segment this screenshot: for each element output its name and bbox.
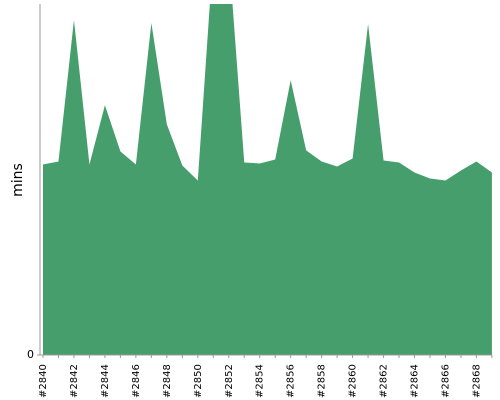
x-tick-label: #2842 [69, 364, 80, 398]
x-tick-label: #2844 [100, 364, 111, 398]
x-tick-label: #2868 [471, 364, 482, 398]
x-tick-label: #2866 [440, 364, 451, 398]
y-axis-label: mins [10, 163, 26, 197]
x-tick-label: #2846 [131, 364, 142, 398]
x-tick-label: #2864 [410, 364, 421, 398]
x-tick-label: #2860 [348, 364, 359, 398]
x-tick-label: #2840 [38, 364, 49, 398]
x-tick-label: #2852 [224, 364, 235, 398]
area [43, 4, 492, 355]
x-tick-label: #2854 [255, 364, 266, 398]
x-tick-label: #2862 [379, 364, 390, 398]
y-tick-label: 0 [27, 348, 34, 361]
x-tick-label: #2858 [317, 364, 328, 398]
x-tick-label: #2848 [162, 364, 173, 398]
x-tick-label: #2850 [193, 364, 204, 398]
x-tick-label: #2856 [286, 364, 297, 398]
